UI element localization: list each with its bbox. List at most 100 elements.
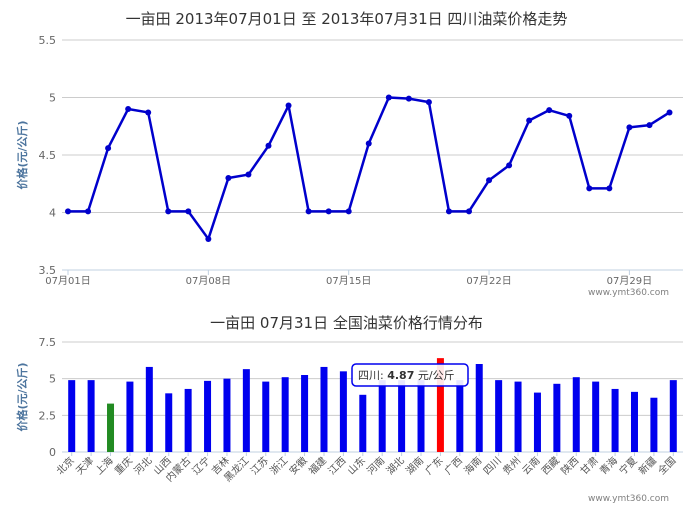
bar-28[interactable] [611,388,619,452]
tooltip-name: 四川 [358,369,380,382]
bar-6[interactable] [184,388,192,452]
bar-y-tick-label: 7.5 [39,336,57,349]
bar-chart[interactable]: 02.557.5价格(元/公斤)北京天津上海重庆河北山西内蒙古辽宁吉林黑龙江江苏… [15,336,683,484]
bar-4[interactable] [145,366,153,452]
bar-category-label: 河北 [132,455,155,478]
bar-24[interactable] [533,392,541,452]
bar-18[interactable] [417,380,425,452]
bar-17[interactable] [398,380,406,452]
line-x-tick-label: 07月01日 [45,275,90,287]
line-data-point[interactable] [305,208,312,215]
line-data-point[interactable] [225,175,232,181]
bar-category-label: 江西 [326,455,349,478]
bar-category-label: 四川 [482,455,504,477]
line-data-point[interactable] [285,102,292,109]
bar-29[interactable] [630,391,638,452]
bar-category-label: 贵州 [500,454,523,477]
bar-20[interactable] [456,380,464,452]
bar-category-label: 安徽 [286,454,309,477]
bar-category-label: 江苏 [248,454,271,477]
bar-23[interactable] [514,381,522,452]
line-data-point[interactable] [85,208,92,215]
bar-8[interactable] [223,378,231,452]
bar-category-label: 甘肃 [577,454,600,477]
line-data-point[interactable] [666,109,673,116]
line-data-point[interactable] [606,185,613,192]
line-data-point[interactable] [526,117,533,124]
bar-category-label: 河南 [364,454,387,477]
bar-5[interactable] [165,393,173,452]
line-data-point[interactable] [145,109,152,116]
bar-0[interactable] [68,380,76,452]
line-chart-watermark: www.ymt360.com [588,288,669,298]
tooltip-unit: 元/公斤 [418,369,455,382]
line-y-tick-label: 3.5 [39,264,57,277]
tooltip-text: 四川: 4.87 元/公斤 [358,369,455,382]
line-data-point[interactable] [345,208,352,215]
bar-tooltip: 四川: 4.87 元/公斤 [351,363,469,387]
bar-15[interactable] [359,394,367,452]
bar-21[interactable] [475,364,483,452]
bar-category-label: 浙江 [268,455,291,478]
bar-category-label: 青海 [597,454,620,477]
line-data-point[interactable] [325,208,332,215]
bar-25[interactable] [553,383,561,452]
line-data-point[interactable] [425,99,432,106]
tooltip-colon: : [380,369,387,382]
line-data-point[interactable] [205,235,212,242]
bar-9[interactable] [242,369,250,452]
bar-27[interactable] [592,381,600,452]
line-data-point[interactable] [265,142,272,149]
bar-11[interactable] [281,377,289,452]
line-data-point[interactable] [546,107,553,114]
bar-13[interactable] [320,366,328,452]
line-chart: 3.5 4 4.5 5 5.5 07月01日 07月08日 07月15日 07月22日 07月29… [15,34,683,287]
line-chart-title: 一亩田 2013年07月01日 至 2013年07月31日 四川油菜价格走势 [125,10,568,28]
line-data-point[interactable] [385,94,392,101]
line-y-tick-label: 4.5 [39,149,57,162]
line-data-point[interactable] [105,145,112,152]
line-data-point[interactable] [65,208,71,215]
line-data-point[interactable] [365,140,372,147]
bar-1[interactable] [87,380,95,452]
line-data-point[interactable] [445,208,452,215]
bar-16[interactable] [378,380,386,452]
bar-26[interactable] [572,377,580,452]
line-data-point[interactable] [626,124,633,131]
line-data-point[interactable] [165,208,172,215]
line-data-point[interactable] [506,162,513,169]
line-data-point[interactable] [486,177,493,184]
bar-3[interactable] [126,381,134,452]
bar-22[interactable] [495,380,503,452]
bar-category-label: 辽宁 [189,454,212,477]
bar-14[interactable] [339,371,347,452]
bar-category-label: 山东 [345,454,368,477]
line-data-point[interactable] [646,122,653,129]
bar-31[interactable] [669,380,677,452]
bar-10[interactable] [262,381,270,452]
line-data-point[interactable] [125,106,132,112]
bar-30[interactable] [650,397,658,452]
line-data-point[interactable] [185,208,192,215]
bar-7[interactable] [204,380,212,452]
bar-category-label: 天津 [74,455,97,478]
line-y-axis-label: 价格(元/公斤) [15,120,29,189]
bar-chart-title: 一亩田 07月31日 全国油菜价格行情分布 [210,314,483,332]
bar-19[interactable] [436,358,444,452]
bar-category-label: 新疆 [636,454,659,477]
bar-2[interactable] [107,403,115,452]
bar-category-label: 海南 [461,454,484,477]
bar-category-label: 北京 [53,454,76,477]
bar-y-tick-label: 2.5 [39,409,57,422]
line-data-point[interactable] [405,95,412,102]
line-x-tick-label: 07月22日 [466,275,511,287]
line-data-point[interactable] [566,112,573,119]
bar-category-label: 重庆 [112,454,135,477]
line-data-point[interactable] [586,185,593,192]
bar-chart-watermark: www.ymt360.com [588,494,669,504]
line-data-point[interactable] [245,171,252,178]
bar-y-axis-label: 价格(元/公斤) [15,362,29,431]
bar-12[interactable] [301,375,309,452]
line-data-point[interactable] [466,208,472,215]
